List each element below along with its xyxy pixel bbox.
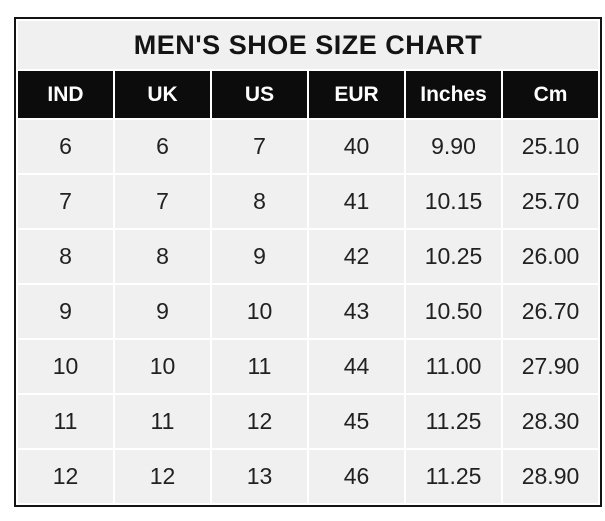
- table-cell: 6: [18, 120, 113, 173]
- table-cell: 42: [309, 230, 404, 283]
- table-cell: 40: [309, 120, 404, 173]
- table-cell: 12: [115, 450, 210, 503]
- table-row: 8 8 9 42 10.25 26.00: [18, 230, 598, 283]
- table-cell: 44: [309, 340, 404, 393]
- table-cell: 9: [18, 285, 113, 338]
- table-cell: 6: [115, 120, 210, 173]
- table-row: 11 11 12 45 11.25 28.30: [18, 395, 598, 448]
- table-cell: 25.70: [503, 175, 598, 228]
- table-cell: 8: [212, 175, 307, 228]
- table-cell: 12: [18, 450, 113, 503]
- table-cell: 11: [212, 340, 307, 393]
- column-header-cm: Cm: [503, 71, 598, 118]
- column-header-us: US: [212, 71, 307, 118]
- table-cell: 10: [115, 340, 210, 393]
- table-cell: 8: [18, 230, 113, 283]
- table-cell: 10: [212, 285, 307, 338]
- table-cell: 10: [18, 340, 113, 393]
- table-cell: 10.25: [406, 230, 501, 283]
- column-header-eur: EUR: [309, 71, 404, 118]
- table-cell: 25.10: [503, 120, 598, 173]
- table-cell: 13: [212, 450, 307, 503]
- table-row: 9 9 10 43 10.50 26.70: [18, 285, 598, 338]
- table-header-row: IND UK US EUR Inches Cm: [18, 71, 598, 118]
- column-header-uk: UK: [115, 71, 210, 118]
- table-cell: 45: [309, 395, 404, 448]
- table-cell: 26.00: [503, 230, 598, 283]
- table-cell: 7: [212, 120, 307, 173]
- table-cell: 11.25: [406, 395, 501, 448]
- size-chart-table: MEN'S SHOE SIZE CHART IND UK US EUR Inch…: [14, 17, 602, 507]
- chart-title: MEN'S SHOE SIZE CHART: [18, 21, 598, 69]
- table-cell: 11.00: [406, 340, 501, 393]
- table-row: 7 7 8 41 10.15 25.70: [18, 175, 598, 228]
- table-cell: 12: [212, 395, 307, 448]
- table-cell: 28.30: [503, 395, 598, 448]
- table-cell: 7: [115, 175, 210, 228]
- table-cell: 43: [309, 285, 404, 338]
- column-header-inches: Inches: [406, 71, 501, 118]
- table-cell: 41: [309, 175, 404, 228]
- column-header-ind: IND: [18, 71, 113, 118]
- table-cell: 10.15: [406, 175, 501, 228]
- table-cell: 11: [115, 395, 210, 448]
- table-cell: 9.90: [406, 120, 501, 173]
- table-cell: 9: [212, 230, 307, 283]
- table-cell: 11: [18, 395, 113, 448]
- table-cell: 7: [18, 175, 113, 228]
- table-row: 6 6 7 40 9.90 25.10: [18, 120, 598, 173]
- table-row: 10 10 11 44 11.00 27.90: [18, 340, 598, 393]
- table-cell: 8: [115, 230, 210, 283]
- title-row: MEN'S SHOE SIZE CHART: [18, 21, 598, 69]
- table-cell: 26.70: [503, 285, 598, 338]
- table-cell: 28.90: [503, 450, 598, 503]
- table-cell: 46: [309, 450, 404, 503]
- table-cell: 27.90: [503, 340, 598, 393]
- table-cell: 10.50: [406, 285, 501, 338]
- table-row: 12 12 13 46 11.25 28.90: [18, 450, 598, 503]
- table-cell: 11.25: [406, 450, 501, 503]
- table-cell: 9: [115, 285, 210, 338]
